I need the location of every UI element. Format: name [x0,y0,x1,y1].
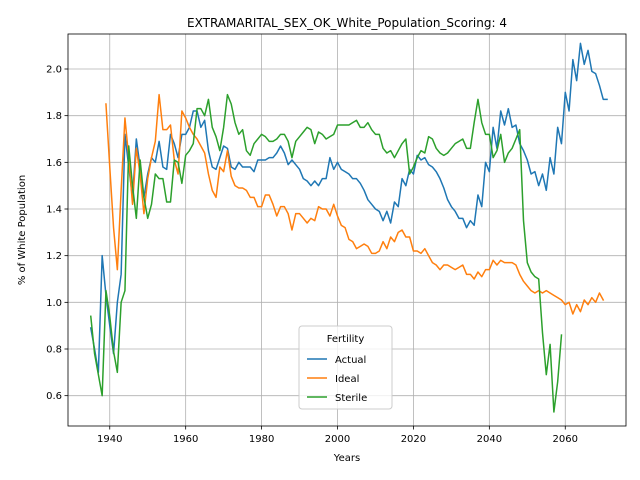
chart-title: EXTRAMARITAL_SEX_OK_White_Population_Sco… [187,16,507,30]
y-tick-label: 1.2 [46,251,62,262]
x-axis-label: Years [333,453,360,464]
y-tick-label: 0.6 [46,391,62,402]
legend-label-sterile: Sterile [335,393,367,404]
grid-lines [68,34,626,426]
y-tick-label: 2.0 [46,65,62,76]
plot-frame [67,33,627,427]
legend-box [298,325,393,410]
legend-label-actual: Actual [335,355,366,366]
legend: Fertility Actual Ideal Sterile [298,325,393,410]
x-tick-label: 2040 [477,434,502,445]
legend-title: Fertility [327,334,365,345]
x-tick-label: 1980 [249,434,274,445]
series-line-sterile [89,93,563,413]
y-tick-label: 1.0 [46,298,62,309]
y-tick-label: 0.8 [46,345,62,356]
x-tick-label: 1960 [173,434,198,445]
x-tick-label: 1940 [97,434,122,445]
series-lines [89,42,608,413]
series-line-ideal [105,93,605,315]
legend-label-ideal: Ideal [335,374,359,385]
x-tick-label: 2060 [553,434,578,445]
y-tick-label: 1.6 [46,158,62,169]
axis-ticks: 1940 1960 1980 2000 2020 2040 2060 0.6 0.8 1.0 1.2… [46,65,578,446]
x-tick-label: 2000 [325,434,350,445]
y-tick-label: 1.4 [46,205,62,216]
y-axis-label: % of White Population [17,175,28,285]
x-tick-label: 2020 [401,434,426,445]
y-tick-label: 1.8 [46,111,62,122]
